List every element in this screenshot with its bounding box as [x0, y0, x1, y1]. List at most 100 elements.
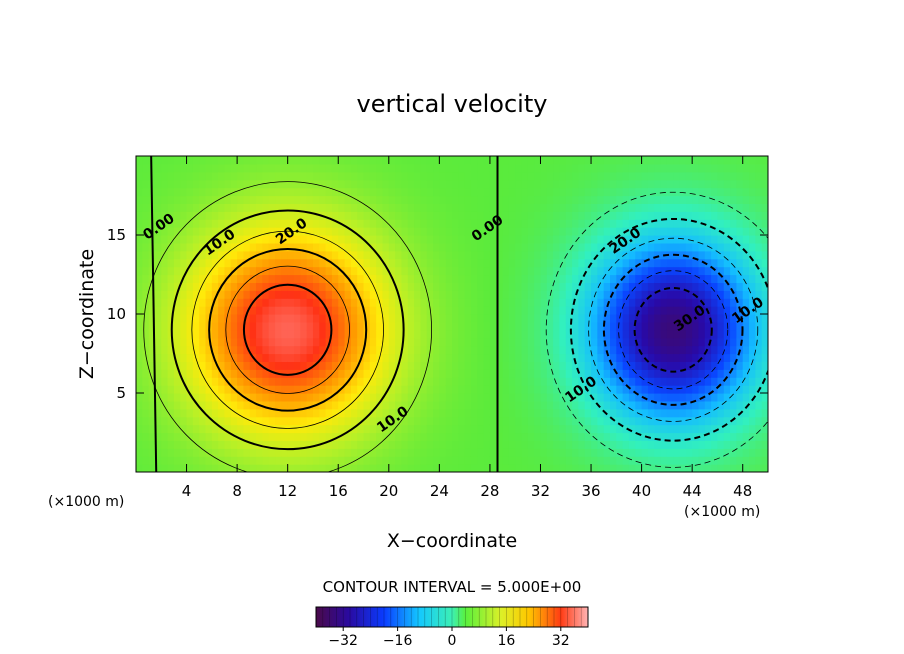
field-cell: [224, 235, 232, 244]
field-cell: [237, 219, 245, 228]
field-cell: [192, 306, 200, 315]
field-cell: [673, 448, 681, 457]
field-cell: [666, 274, 674, 283]
field-cell: [761, 258, 768, 268]
field-cell: [369, 337, 377, 347]
field-cell: [736, 242, 744, 252]
field-cell: [704, 195, 712, 204]
field-cell: [224, 448, 232, 457]
field-cell: [717, 448, 725, 457]
field-cell: [154, 163, 162, 173]
field-cell: [483, 187, 491, 197]
field-cell: [205, 258, 213, 268]
field-cell: [167, 464, 175, 472]
field-cell: [723, 274, 731, 283]
field-cell: [578, 440, 586, 449]
field-cell: [578, 361, 586, 370]
field-cell: [173, 211, 181, 220]
field-cell: [395, 400, 403, 410]
field-cell: [180, 211, 188, 220]
field-cell: [496, 385, 504, 394]
field-cell: [521, 211, 529, 220]
field-cell: [521, 156, 529, 165]
field-cell: [546, 424, 554, 434]
field-cell: [173, 385, 181, 394]
field-cell: [142, 163, 150, 173]
field-cell: [243, 448, 251, 457]
field-cell: [388, 179, 396, 189]
field-cell: [711, 258, 719, 268]
field-cell: [167, 385, 175, 394]
field-cell: [761, 408, 768, 418]
field-cell: [521, 171, 529, 181]
field-cell: [502, 448, 510, 457]
field-cell: [711, 377, 719, 386]
field-cell: [136, 416, 143, 426]
field-cell: [616, 219, 624, 228]
field-cell: [294, 353, 301, 362]
field-cell: [249, 203, 257, 212]
field-cell: [692, 377, 700, 386]
field-cell: [281, 369, 289, 378]
field-cell: [243, 361, 251, 370]
field-cell: [647, 242, 655, 252]
field-cell: [312, 179, 320, 189]
field-cell: [199, 227, 207, 236]
field-cell: [148, 369, 156, 378]
field-cell: [641, 227, 649, 236]
field-cell: [262, 448, 270, 457]
field-cell: [730, 156, 737, 165]
field-cell: [660, 345, 668, 355]
field-cell: [527, 424, 535, 434]
field-cell: [761, 306, 768, 315]
field-cell: [572, 274, 579, 283]
x-tick-label: 12: [278, 482, 297, 500]
field-cell: [388, 424, 396, 434]
field-cell: [287, 361, 295, 370]
field-cell: [496, 353, 504, 362]
field-cell: [546, 211, 554, 220]
field-cell: [666, 393, 674, 402]
field-cell: [692, 156, 700, 165]
field-cell: [161, 369, 169, 378]
field-cell: [749, 298, 756, 307]
field-cell: [230, 337, 238, 347]
field-cell: [730, 393, 737, 402]
field-cell: [496, 345, 504, 355]
field-cell: [445, 290, 453, 299]
field-cell: [230, 393, 238, 402]
field-cell: [616, 235, 624, 244]
field-cell: [369, 227, 377, 236]
field-cell: [186, 203, 194, 212]
field-cell: [142, 361, 150, 370]
field-cell: [742, 258, 750, 268]
field-cell: [275, 432, 282, 441]
field-cell: [521, 424, 529, 434]
field-cell: [534, 250, 542, 260]
field-cell: [470, 290, 478, 299]
field-cell: [452, 337, 459, 347]
field-cell: [673, 171, 681, 181]
field-cell: [616, 337, 624, 347]
field-cell: [591, 250, 598, 260]
field-cell: [553, 361, 561, 370]
field-cell: [565, 203, 573, 212]
field-cell: [230, 440, 238, 449]
field-cell: [565, 235, 573, 244]
field-cell: [199, 195, 207, 204]
field-cell: [186, 266, 194, 276]
field-cell: [275, 235, 282, 244]
field-cell: [312, 424, 320, 434]
field-cell: [597, 290, 605, 299]
field-cell: [294, 235, 301, 244]
field-cell: [154, 250, 162, 260]
field-cell: [338, 290, 346, 299]
field-cell: [363, 353, 371, 362]
field-cell: [325, 306, 333, 315]
field-cell: [591, 345, 598, 355]
field-cell: [477, 329, 485, 339]
field-cell: [597, 203, 605, 212]
field-cell: [294, 171, 301, 181]
field-cell: [268, 385, 276, 394]
field-cell: [161, 258, 169, 268]
